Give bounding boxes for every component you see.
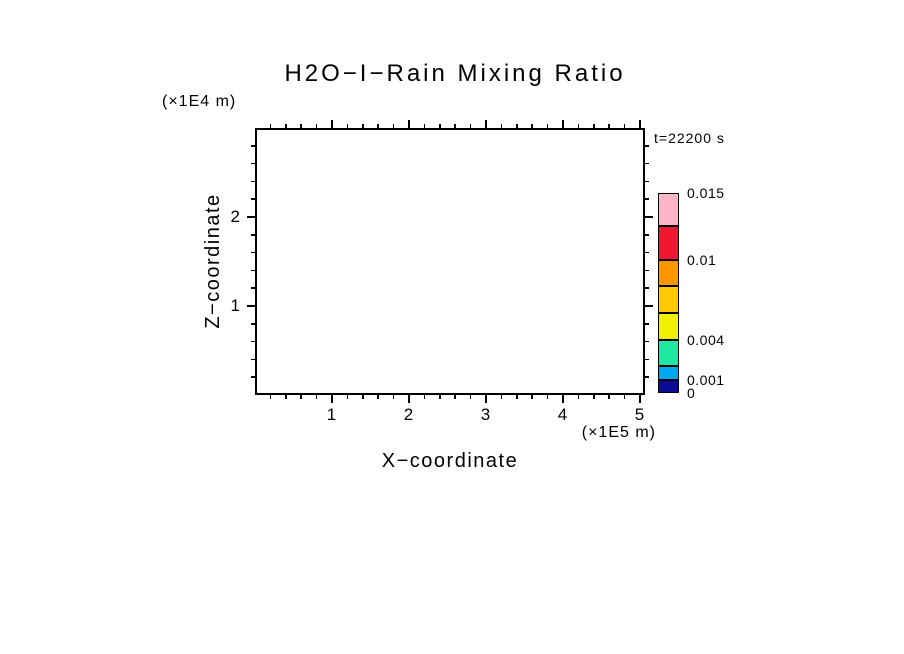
colorbar-segment: [658, 193, 679, 227]
x-axis-bottom-tick: [639, 395, 641, 403]
colorbar-segment: [658, 339, 679, 367]
y-axis-right-tick: [645, 145, 649, 147]
y-axis-right-tick: [645, 287, 649, 289]
colorbar-segment: [658, 366, 679, 380]
x-tick-label: 2: [403, 405, 415, 424]
x-axis-bottom-tick: [485, 395, 487, 403]
x-tick-label: 4: [557, 405, 569, 424]
x-tick-label: 5: [634, 405, 646, 424]
x-axis-bottom-tick: [623, 395, 626, 399]
chart-title: H2O−I−Rain Mixing Ratio: [284, 60, 626, 87]
y-axis-right-tick: [645, 180, 649, 183]
x-axis-bottom-tick: [516, 395, 518, 399]
plot-area: [255, 128, 645, 395]
x-axis-bottom-tick: [315, 395, 318, 399]
x-axis-bottom-tick: [531, 395, 533, 399]
y-axis-units-label: (×1E4 m): [162, 93, 237, 110]
x-axis-bottom-tick: [454, 395, 456, 399]
y-axis-right-tick: [645, 323, 649, 325]
y-axis-title: Z−coordinate: [202, 193, 224, 329]
x-axis-bottom-tick: [392, 395, 395, 399]
colorbar-segment: [658, 379, 679, 393]
y-axis-right-tick: [645, 376, 649, 378]
x-axis-bottom-tick: [608, 395, 610, 399]
x-axis-bottom-tick: [300, 395, 302, 399]
x-axis-bottom-tick: [269, 395, 272, 399]
y-axis-right-tick: [645, 251, 649, 254]
colorbar-segment: [658, 259, 679, 287]
x-axis-bottom-tick: [408, 395, 410, 403]
colorbar: 0.015 0.01 0.004 0.001 0: [658, 185, 724, 401]
colorbar-segment: [658, 286, 679, 313]
y-axis-right-tick: [645, 216, 653, 218]
y-axis-right-tick: [645, 305, 653, 307]
x-axis-bottom-tick: [285, 395, 287, 399]
colorbar-segment: [658, 226, 679, 260]
x-axis-bottom-tick: [423, 395, 426, 399]
x-axis-title: X−coordinate: [381, 450, 519, 472]
x-axis-bottom-tick: [546, 395, 549, 399]
x-axis-top-tick: [485, 120, 487, 128]
colorbar-label: 0.015: [687, 185, 725, 201]
x-tick-label: 1: [326, 405, 338, 424]
y-axis-left-tick: [247, 305, 255, 307]
x-axis-bottom-tick: [469, 395, 472, 399]
x-axis-bottom-tick: [362, 395, 364, 399]
y-axis-right-tick: [645, 198, 649, 200]
x-axis-top-tick: [639, 120, 641, 128]
y-axis-right-tick: [645, 162, 649, 165]
colorbar-label: 0.004: [687, 331, 725, 348]
time-annotation: t=22200 s: [654, 130, 725, 146]
y-axis-right-tick: [645, 269, 649, 272]
x-axis-bottom-tick: [593, 395, 595, 399]
y-axis-right-tick: [645, 234, 649, 236]
colorbar-segment: [658, 313, 679, 340]
x-axis-bottom-tick: [500, 395, 503, 399]
colorbar-label: 0.001: [687, 371, 725, 388]
y-axis-left-tick: [247, 216, 255, 218]
colorbar-label: 0: [687, 385, 696, 401]
x-tick-label: 3: [480, 405, 492, 424]
x-axis-top-tick: [331, 120, 333, 128]
x-axis-bottom-tick: [331, 395, 333, 403]
x-axis-top-tick: [562, 120, 564, 128]
x-axis-bottom-tick: [377, 395, 379, 399]
y-axis-right-tick: [645, 340, 649, 343]
x-axis-bottom-tick: [439, 395, 441, 399]
y-axis-right-tick: [645, 358, 649, 361]
x-axis-top-tick: [408, 120, 410, 128]
x-axis-units-label: (×1E5 m): [581, 424, 656, 441]
x-axis-bottom-tick: [346, 395, 349, 399]
x-axis-bottom-tick: [562, 395, 564, 403]
x-axis-bottom-tick: [577, 395, 580, 399]
colorbar-label: 0.01: [687, 251, 717, 268]
